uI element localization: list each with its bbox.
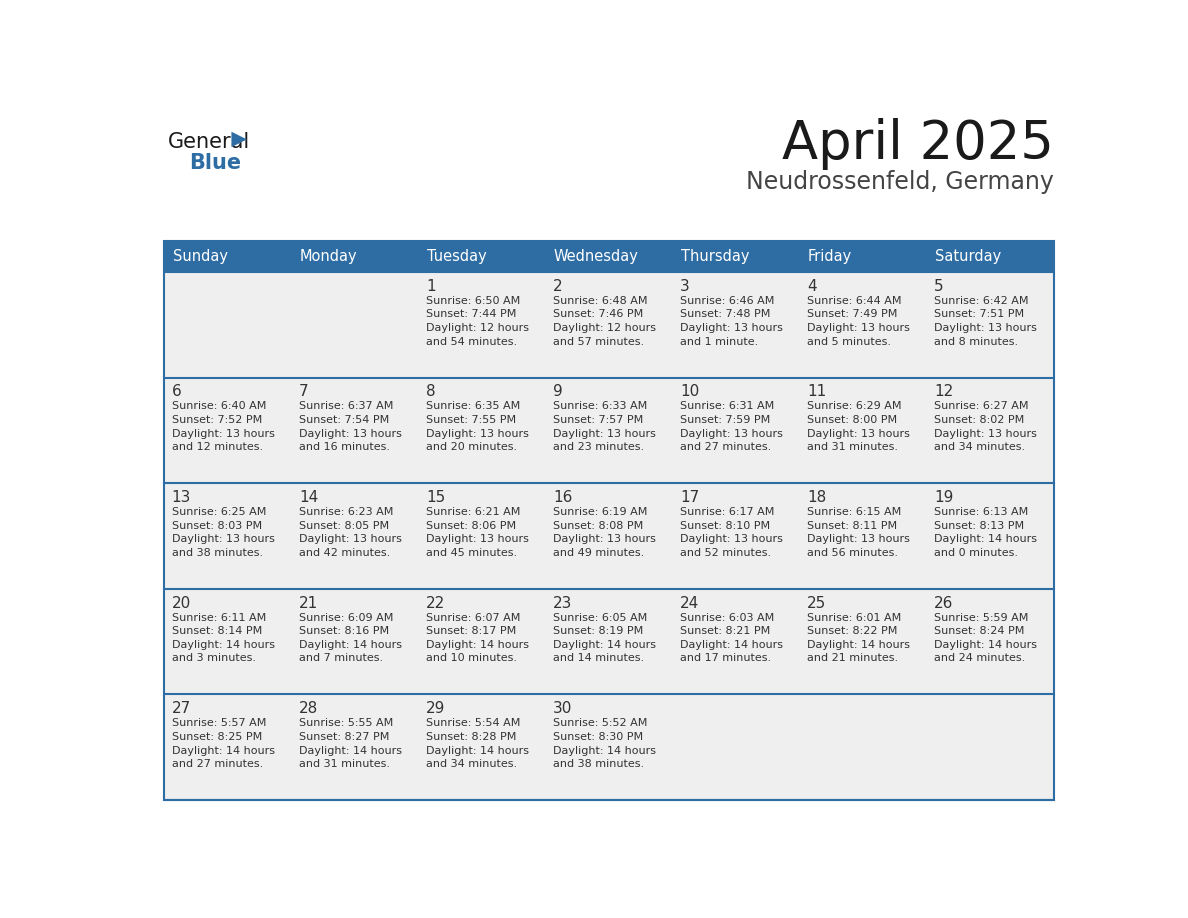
Text: Sunrise: 5:59 AM
Sunset: 8:24 PM
Daylight: 14 hours
and 24 minutes.: Sunrise: 5:59 AM Sunset: 8:24 PM Dayligh… <box>934 612 1037 664</box>
Text: Sunrise: 6:40 AM
Sunset: 7:52 PM
Daylight: 13 hours
and 12 minutes.: Sunrise: 6:40 AM Sunset: 7:52 PM Dayligh… <box>172 401 274 453</box>
Text: 7: 7 <box>299 385 309 399</box>
Text: 12: 12 <box>934 385 954 399</box>
Text: 23: 23 <box>554 596 573 610</box>
Text: Blue: Blue <box>190 153 241 174</box>
Text: Sunrise: 6:07 AM
Sunset: 8:17 PM
Daylight: 14 hours
and 10 minutes.: Sunrise: 6:07 AM Sunset: 8:17 PM Dayligh… <box>426 612 529 664</box>
Text: Sunrise: 6:31 AM
Sunset: 7:59 PM
Daylight: 13 hours
and 27 minutes.: Sunrise: 6:31 AM Sunset: 7:59 PM Dayligh… <box>681 401 783 453</box>
Bar <box>927 241 1054 272</box>
Text: Thursday: Thursday <box>681 249 750 264</box>
Text: Sunrise: 6:05 AM
Sunset: 8:19 PM
Daylight: 14 hours
and 14 minutes.: Sunrise: 6:05 AM Sunset: 8:19 PM Dayligh… <box>554 612 656 664</box>
Text: 14: 14 <box>299 490 318 505</box>
Text: Sunrise: 6:25 AM
Sunset: 8:03 PM
Daylight: 13 hours
and 38 minutes.: Sunrise: 6:25 AM Sunset: 8:03 PM Dayligh… <box>172 507 274 558</box>
Text: April 2025: April 2025 <box>782 118 1054 170</box>
Text: Saturday: Saturday <box>935 249 1001 264</box>
Text: 4: 4 <box>808 279 817 294</box>
Bar <box>164 241 291 272</box>
Text: Sunrise: 6:33 AM
Sunset: 7:57 PM
Daylight: 13 hours
and 23 minutes.: Sunrise: 6:33 AM Sunset: 7:57 PM Dayligh… <box>554 401 656 453</box>
Polygon shape <box>232 131 247 147</box>
Text: Sunrise: 6:42 AM
Sunset: 7:51 PM
Daylight: 13 hours
and 8 minutes.: Sunrise: 6:42 AM Sunset: 7:51 PM Dayligh… <box>934 296 1037 346</box>
Text: 27: 27 <box>172 701 191 716</box>
Text: Sunrise: 6:21 AM
Sunset: 8:06 PM
Daylight: 13 hours
and 45 minutes.: Sunrise: 6:21 AM Sunset: 8:06 PM Dayligh… <box>426 507 529 558</box>
Bar <box>164 694 1054 800</box>
Text: Sunrise: 6:09 AM
Sunset: 8:16 PM
Daylight: 14 hours
and 7 minutes.: Sunrise: 6:09 AM Sunset: 8:16 PM Dayligh… <box>299 612 402 664</box>
Text: Sunrise: 6:35 AM
Sunset: 7:55 PM
Daylight: 13 hours
and 20 minutes.: Sunrise: 6:35 AM Sunset: 7:55 PM Dayligh… <box>426 401 529 453</box>
Bar <box>164 241 1054 800</box>
Text: 21: 21 <box>299 596 318 610</box>
Text: Sunrise: 6:29 AM
Sunset: 8:00 PM
Daylight: 13 hours
and 31 minutes.: Sunrise: 6:29 AM Sunset: 8:00 PM Dayligh… <box>808 401 910 453</box>
Bar <box>164 483 1054 588</box>
Text: Sunrise: 6:15 AM
Sunset: 8:11 PM
Daylight: 13 hours
and 56 minutes.: Sunrise: 6:15 AM Sunset: 8:11 PM Dayligh… <box>808 507 910 558</box>
Text: 1: 1 <box>426 279 436 294</box>
Text: 30: 30 <box>554 701 573 716</box>
Text: Neudrossenfeld, Germany: Neudrossenfeld, Germany <box>746 170 1054 195</box>
Text: Sunrise: 6:50 AM
Sunset: 7:44 PM
Daylight: 12 hours
and 54 minutes.: Sunrise: 6:50 AM Sunset: 7:44 PM Dayligh… <box>426 296 529 346</box>
Text: Friday: Friday <box>808 249 852 264</box>
Text: 2: 2 <box>554 279 563 294</box>
Text: 5: 5 <box>934 279 944 294</box>
Bar <box>418 241 545 272</box>
Text: 25: 25 <box>808 596 827 610</box>
Text: 20: 20 <box>172 596 191 610</box>
Text: Sunrise: 6:48 AM
Sunset: 7:46 PM
Daylight: 12 hours
and 57 minutes.: Sunrise: 6:48 AM Sunset: 7:46 PM Dayligh… <box>554 296 656 346</box>
Text: 24: 24 <box>681 596 700 610</box>
Text: 29: 29 <box>426 701 446 716</box>
Text: Sunrise: 6:37 AM
Sunset: 7:54 PM
Daylight: 13 hours
and 16 minutes.: Sunrise: 6:37 AM Sunset: 7:54 PM Dayligh… <box>299 401 402 453</box>
Bar <box>800 241 927 272</box>
Text: 18: 18 <box>808 490 827 505</box>
Bar <box>164 588 1054 694</box>
Text: 6: 6 <box>172 385 182 399</box>
Text: 3: 3 <box>681 279 690 294</box>
Text: 13: 13 <box>172 490 191 505</box>
Text: Wednesday: Wednesday <box>554 249 639 264</box>
Text: Tuesday: Tuesday <box>426 249 486 264</box>
Text: Sunrise: 6:13 AM
Sunset: 8:13 PM
Daylight: 14 hours
and 0 minutes.: Sunrise: 6:13 AM Sunset: 8:13 PM Dayligh… <box>934 507 1037 558</box>
Text: 9: 9 <box>554 385 563 399</box>
Text: 8: 8 <box>426 385 436 399</box>
Bar <box>672 241 800 272</box>
Text: 17: 17 <box>681 490 700 505</box>
Text: Sunrise: 6:11 AM
Sunset: 8:14 PM
Daylight: 14 hours
and 3 minutes.: Sunrise: 6:11 AM Sunset: 8:14 PM Dayligh… <box>172 612 274 664</box>
Bar <box>291 241 418 272</box>
Text: Sunday: Sunday <box>172 249 228 264</box>
Text: 10: 10 <box>681 385 700 399</box>
Text: Sunrise: 6:19 AM
Sunset: 8:08 PM
Daylight: 13 hours
and 49 minutes.: Sunrise: 6:19 AM Sunset: 8:08 PM Dayligh… <box>554 507 656 558</box>
Text: Sunrise: 5:57 AM
Sunset: 8:25 PM
Daylight: 14 hours
and 27 minutes.: Sunrise: 5:57 AM Sunset: 8:25 PM Dayligh… <box>172 718 274 769</box>
Text: 28: 28 <box>299 701 318 716</box>
Text: Sunrise: 6:27 AM
Sunset: 8:02 PM
Daylight: 13 hours
and 34 minutes.: Sunrise: 6:27 AM Sunset: 8:02 PM Dayligh… <box>934 401 1037 453</box>
Bar <box>164 272 1054 377</box>
Text: Sunrise: 6:03 AM
Sunset: 8:21 PM
Daylight: 14 hours
and 17 minutes.: Sunrise: 6:03 AM Sunset: 8:21 PM Dayligh… <box>681 612 783 664</box>
Text: Sunrise: 6:46 AM
Sunset: 7:48 PM
Daylight: 13 hours
and 1 minute.: Sunrise: 6:46 AM Sunset: 7:48 PM Dayligh… <box>681 296 783 346</box>
Text: Sunrise: 5:54 AM
Sunset: 8:28 PM
Daylight: 14 hours
and 34 minutes.: Sunrise: 5:54 AM Sunset: 8:28 PM Dayligh… <box>426 718 529 769</box>
Text: Sunrise: 6:01 AM
Sunset: 8:22 PM
Daylight: 14 hours
and 21 minutes.: Sunrise: 6:01 AM Sunset: 8:22 PM Dayligh… <box>808 612 910 664</box>
Text: Sunrise: 5:52 AM
Sunset: 8:30 PM
Daylight: 14 hours
and 38 minutes.: Sunrise: 5:52 AM Sunset: 8:30 PM Dayligh… <box>554 718 656 769</box>
Text: 26: 26 <box>934 596 954 610</box>
Text: 15: 15 <box>426 490 446 505</box>
Text: 19: 19 <box>934 490 954 505</box>
Text: Monday: Monday <box>299 249 358 264</box>
Text: General: General <box>168 131 251 151</box>
Text: Sunrise: 6:17 AM
Sunset: 8:10 PM
Daylight: 13 hours
and 52 minutes.: Sunrise: 6:17 AM Sunset: 8:10 PM Dayligh… <box>681 507 783 558</box>
Text: 16: 16 <box>554 490 573 505</box>
Text: 11: 11 <box>808 385 827 399</box>
Bar <box>545 241 672 272</box>
Text: Sunrise: 6:23 AM
Sunset: 8:05 PM
Daylight: 13 hours
and 42 minutes.: Sunrise: 6:23 AM Sunset: 8:05 PM Dayligh… <box>299 507 402 558</box>
Bar <box>164 377 1054 483</box>
Text: Sunrise: 5:55 AM
Sunset: 8:27 PM
Daylight: 14 hours
and 31 minutes.: Sunrise: 5:55 AM Sunset: 8:27 PM Dayligh… <box>299 718 402 769</box>
Text: 22: 22 <box>426 596 446 610</box>
Text: Sunrise: 6:44 AM
Sunset: 7:49 PM
Daylight: 13 hours
and 5 minutes.: Sunrise: 6:44 AM Sunset: 7:49 PM Dayligh… <box>808 296 910 346</box>
